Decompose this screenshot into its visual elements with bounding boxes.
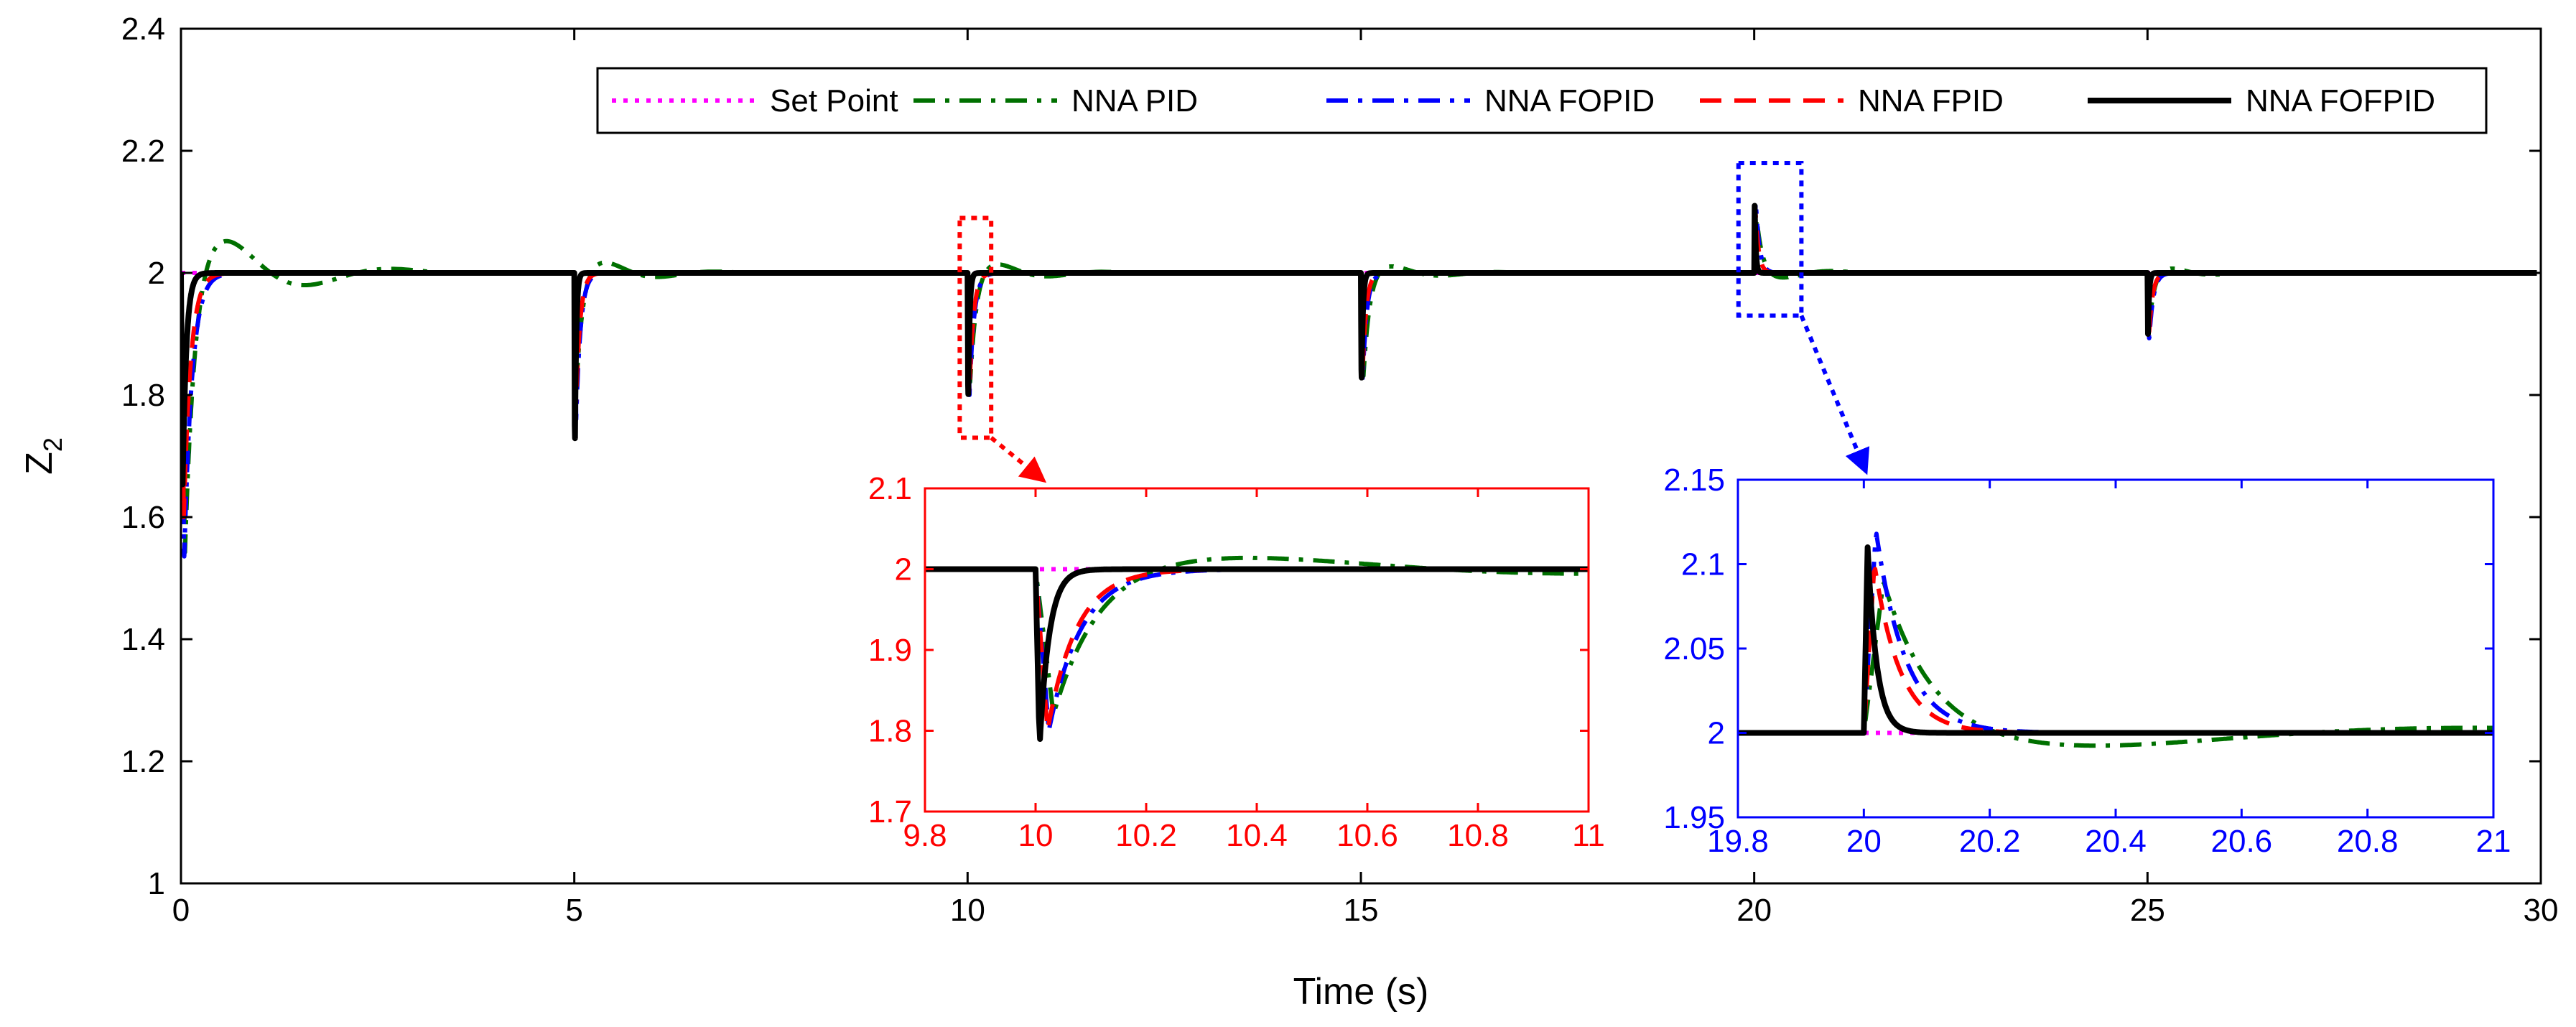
y-tick-label: 1.8: [121, 378, 165, 413]
main-series-group: [181, 200, 2537, 559]
x-tick-label: 30: [2524, 893, 2559, 928]
y-tick-label: 1.4: [121, 622, 165, 657]
main-plot: 0 5 10 15 20 25 30 1 1.2 1.4 1.6 1.8 2 2.2 2.4 Time (s…: [19, 11, 2558, 1013]
inset-20s-zoom-rectangle: [1736, 161, 1804, 318]
inset-background: [1738, 480, 2493, 817]
y-tick-label: 2.4: [121, 11, 165, 47]
inset-x-tick-label: 10.4: [1226, 818, 1288, 853]
inset-10s-zoom-rectangle: [957, 215, 994, 440]
y-axis-title: Z2: [19, 437, 68, 475]
inset-x-tick-label: 10.8: [1447, 818, 1509, 853]
inset-x-tick-label: 20: [1846, 824, 1882, 859]
y-tick-label: 1: [148, 866, 165, 901]
inset-background: [925, 488, 1589, 812]
legend-label: NNA FPID: [1858, 83, 2004, 118]
inset-series-group: [1738, 531, 2493, 748]
svg-text:Z2: Z2: [19, 437, 68, 475]
legend-entry-nna-fofpid: NNA FOFPID: [2088, 83, 2435, 118]
zoom-indicators: [957, 161, 1870, 483]
legend: Set Point NNA PID NNA FOPID NNA FPID NNA FOF…: [596, 67, 2488, 134]
inset-10s-series-line-nna-fofpid: [925, 566, 1589, 742]
y-axis-title-main: Z: [19, 452, 60, 475]
inset-y-tick-label: 2.1: [868, 471, 912, 506]
inset-10s-zoom-arrow: [990, 436, 1047, 483]
inset-x-tick-label: 21: [2476, 824, 2511, 859]
legend-entry-nna-fpid: NNA FPID: [1700, 83, 2004, 118]
inset-x-tick-label: 20.2: [1959, 824, 2021, 859]
inset-10s-series-line-nna-pid: [925, 555, 1589, 716]
inset-20s-series-line-nna-fpid: [1738, 567, 2493, 735]
legend-entry-nna-fopid: NNA FOPID: [1326, 83, 1655, 118]
y-axis-title-subscript: 2: [38, 437, 68, 452]
inset-y-tick-label: 1.9: [868, 633, 912, 668]
inset-x-tick-label: 20.8: [2337, 824, 2399, 859]
legend-entry-set-point: Set Point: [612, 83, 898, 118]
y-tick-label: 1.6: [121, 500, 165, 535]
x-tick-label: 25: [2130, 893, 2165, 928]
inset-x-tick-label: 11: [1572, 818, 1605, 853]
inset-x-tick-label: 20.6: [2211, 824, 2273, 859]
legend-entry-nna-pid: NNA PID: [913, 83, 1198, 118]
x-axis-title: Time (s): [1293, 971, 1429, 1013]
inset-y-tick-label: 2.15: [1663, 463, 1725, 498]
x-tick-label: 20: [1736, 893, 1772, 928]
inset-x-tick-label: 10.6: [1336, 818, 1398, 853]
x-tick-label: 15: [1344, 893, 1379, 928]
inset-20s-zoom-arrow: [1799, 315, 1870, 475]
inset-10s: 9.8 10 10.2 10.4 10.6 10.8 11 1.7 1.8 1.9 2 2.1: [868, 471, 1605, 853]
x-tick-label: 5: [565, 893, 582, 928]
main-axis-ticks: 0 5 10 15 20 25 30 1 1.2 1.4 1.6 1.8 2 2.2 2.4: [121, 11, 2559, 928]
x-tick-label: 0: [172, 893, 190, 928]
inset-x-tick-label: 9.8: [903, 818, 947, 853]
y-tick-label: 2.2: [121, 134, 165, 169]
legend-label: Set Point: [770, 83, 898, 118]
legend-label: NNA FOFPID: [2246, 83, 2435, 118]
inset-x-tick-label: 20.4: [2085, 824, 2147, 859]
inset-y-tick-label: 2.05: [1663, 631, 1725, 666]
inset-y-tick-label: 2: [1708, 716, 1725, 751]
inset-x-tick-label: 10: [1018, 818, 1054, 853]
main-series-line-nna-fofpid: [181, 203, 2537, 488]
inset-series-group: [925, 555, 1589, 742]
inset-y-tick-label: 2.1: [1681, 547, 1725, 582]
inset-x-tick-label: 19.8: [1707, 824, 1769, 859]
y-tick-label: 2: [148, 256, 165, 291]
inset-group: 9.8 10 10.2 10.4 10.6 10.8 111.71.81.922.119.8…: [868, 463, 2511, 859]
inset-20s-series-line-nna-pid: [1738, 580, 2493, 748]
y-tick-label: 1.2: [121, 744, 165, 779]
inset-20s: 19.8 20 20.2 20.4 20.6 20.8 21 1.95 2 2.05 2.1 2.15: [1663, 463, 2511, 859]
legend-label: NNA FOPID: [1484, 83, 1655, 118]
inset-x-tick-label: 10.2: [1115, 818, 1177, 853]
inset-y-tick-label: 1.8: [868, 714, 912, 749]
inset-20s-series-line-nna-fofpid: [1738, 544, 2493, 736]
x-tick-label: 10: [950, 893, 985, 928]
inset-y-tick-label: 1.7: [868, 794, 912, 830]
legend-label: NNA PID: [1071, 83, 1198, 118]
inset-y-tick-label: 2: [895, 552, 912, 587]
inset-y-tick-label: 1.95: [1663, 800, 1725, 835]
